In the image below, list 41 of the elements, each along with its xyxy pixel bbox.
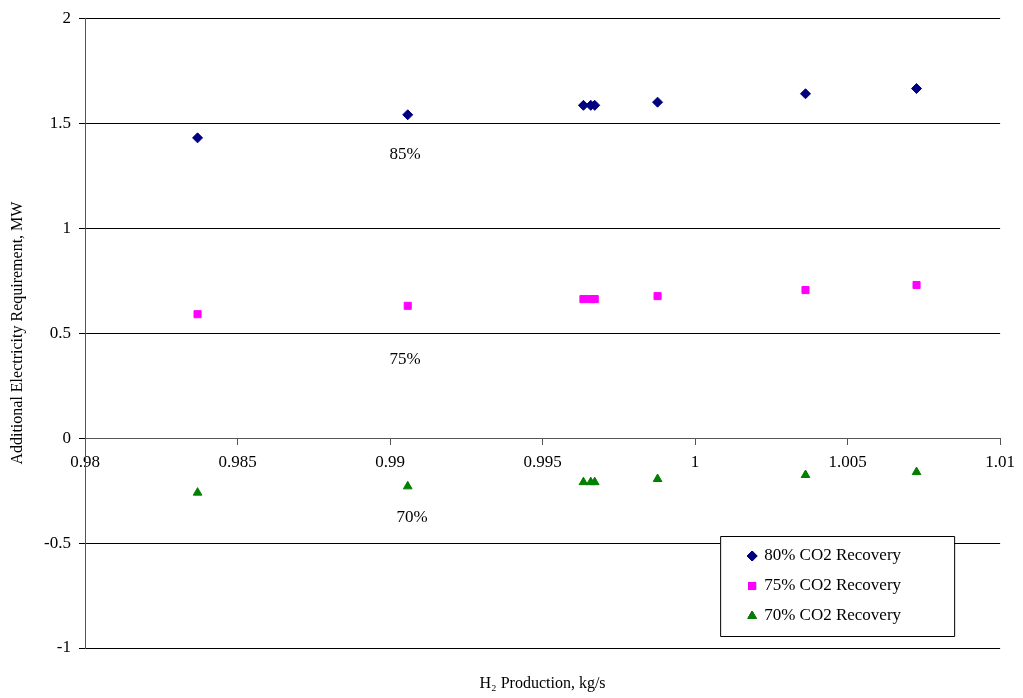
point (653, 292, 662, 301)
point (402, 109, 414, 121)
y-tick-label: 0 (62, 427, 71, 447)
y-tick-label: 0.5 (49, 322, 71, 342)
x-tick-label: 1 (690, 451, 700, 471)
x-tick-label: 0.995 (523, 451, 562, 471)
point (579, 295, 588, 304)
point (801, 286, 810, 295)
point (577, 99, 589, 111)
x-tick-label: 1.01 (985, 451, 1015, 471)
legend-label: 75% CO2 Recovery (764, 575, 902, 595)
point (652, 473, 663, 482)
y-tick-label: 2 (62, 7, 71, 27)
y-tick-label: -1 (56, 637, 71, 657)
point (192, 487, 203, 496)
annotation: 70% (396, 507, 428, 527)
point (402, 480, 413, 490)
x-tick-label: 1.005 (828, 451, 867, 471)
annotation: 75% (389, 349, 421, 369)
y-axis-title: Additional Electricity Requirement, MW (8, 200, 27, 465)
x-tick-label: 0.99 (375, 451, 405, 471)
point (800, 469, 811, 479)
point (578, 476, 589, 486)
point (403, 301, 412, 310)
x-tick-label: 0.985 (218, 451, 257, 471)
annotation: 85% (389, 144, 421, 164)
point (589, 476, 600, 486)
point (652, 96, 664, 108)
point (912, 280, 921, 290)
x-axis-title: H₂ Production, kg/s (479, 674, 606, 693)
point (192, 132, 204, 144)
legend-label: 70% CO2 Recovery (764, 605, 902, 625)
y-tick-label: 1 (62, 217, 71, 237)
point (911, 83, 923, 95)
point (800, 88, 812, 100)
point (911, 466, 922, 476)
point (590, 295, 599, 304)
legend-label: 80% CO2 Recovery (764, 545, 902, 565)
point (193, 310, 202, 319)
y-tick-label: 1.5 (49, 112, 71, 132)
y-tick-label: -0.5 (44, 532, 71, 552)
